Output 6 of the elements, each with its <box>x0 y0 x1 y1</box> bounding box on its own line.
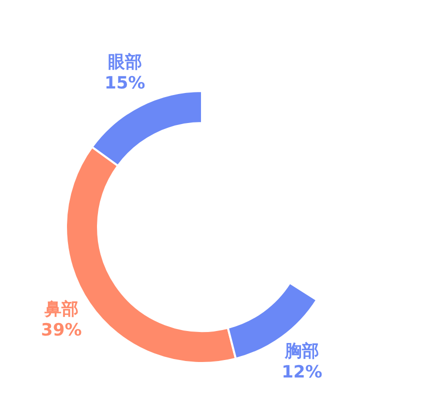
data-label: 12% <box>282 362 322 383</box>
data-label: 39% <box>41 320 82 341</box>
slice-label: 眼部 <box>108 52 142 73</box>
data-label: 15% <box>104 74 146 94</box>
slice-label: 鼻部 <box>43 300 78 320</box>
slice-label: 胸部 <box>284 342 319 362</box>
